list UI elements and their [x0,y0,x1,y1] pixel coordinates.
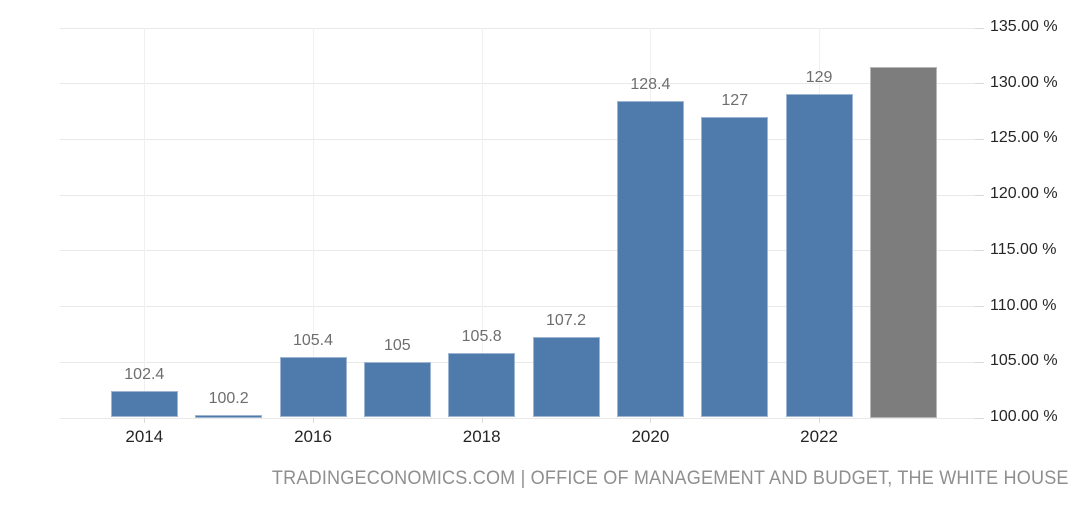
y-gridline [60,194,975,196]
bar-2021[interactable] [701,116,769,418]
y-axis-label: 120.00 % [990,185,1058,203]
x-gridline [144,27,146,418]
bar-2019[interactable] [532,337,600,418]
y-axis-tick [975,138,984,140]
x-gridline [481,27,483,418]
bar-value-label: 107.2 [546,312,587,330]
bar-2020[interactable] [616,101,684,418]
x-axis-label: 2022 [800,426,838,446]
y-axis-label: 115.00 % [990,240,1057,258]
bar-value-label: 128.4 [630,76,671,94]
x-axis-label: 2018 [462,426,501,446]
y-axis-tick [975,83,984,85]
y-gridline [60,83,975,85]
y-axis-tick [975,250,984,252]
y-axis-tick [975,361,984,363]
bar-value-label: 105 [383,336,411,354]
y-gridline [60,138,975,140]
bar-value-label: 127 [721,91,749,109]
y-gridline [60,361,975,363]
bar-2016[interactable] [279,357,347,418]
y-gridline [60,417,975,419]
x-axis-tick [313,417,314,423]
bar-2018[interactable] [448,352,516,418]
x-axis-tick [481,417,483,423]
y-axis-label: 100.00 % [990,408,1058,425]
y-gridline [60,250,975,252]
bar-value-label: 102.4 [124,365,165,383]
y-axis-tick [975,306,984,308]
bar-value-label: 105.8 [461,327,502,345]
y-axis-label: 110.00 % [990,296,1057,314]
bar-2023[interactable] [869,66,937,418]
x-axis-label: 2016 [294,426,332,446]
y-axis-label: 130.00 % [990,73,1058,91]
x-gridline [313,27,314,418]
bar-2017[interactable] [363,361,431,418]
y-axis-tick [975,417,984,419]
y-gridline [60,306,975,308]
bar-value-label: 100.2 [208,389,249,407]
x-axis-tick [144,417,146,423]
y-gridline [60,27,975,29]
bar-2022[interactable] [785,94,853,418]
x-axis-tick [650,417,652,423]
x-axis-label: 2014 [125,426,164,446]
y-axis-label: 105.00 % [990,352,1058,370]
chart-source-attribution: TRADINGECONOMICS.COM | OFFICE OF MANAGEM… [272,468,1069,489]
x-axis-label: 2020 [631,426,670,446]
bar-2014[interactable] [110,390,178,418]
y-axis-label: 125.00 % [990,129,1058,147]
y-axis-label: 135.00 % [990,18,1058,35]
y-axis-tick [975,194,984,196]
x-axis-tick [819,417,821,423]
bar-value-label: 129 [805,69,833,87]
bar-value-label: 105.4 [292,332,334,350]
y-axis-tick [975,27,984,29]
bar-2015[interactable] [195,414,263,418]
